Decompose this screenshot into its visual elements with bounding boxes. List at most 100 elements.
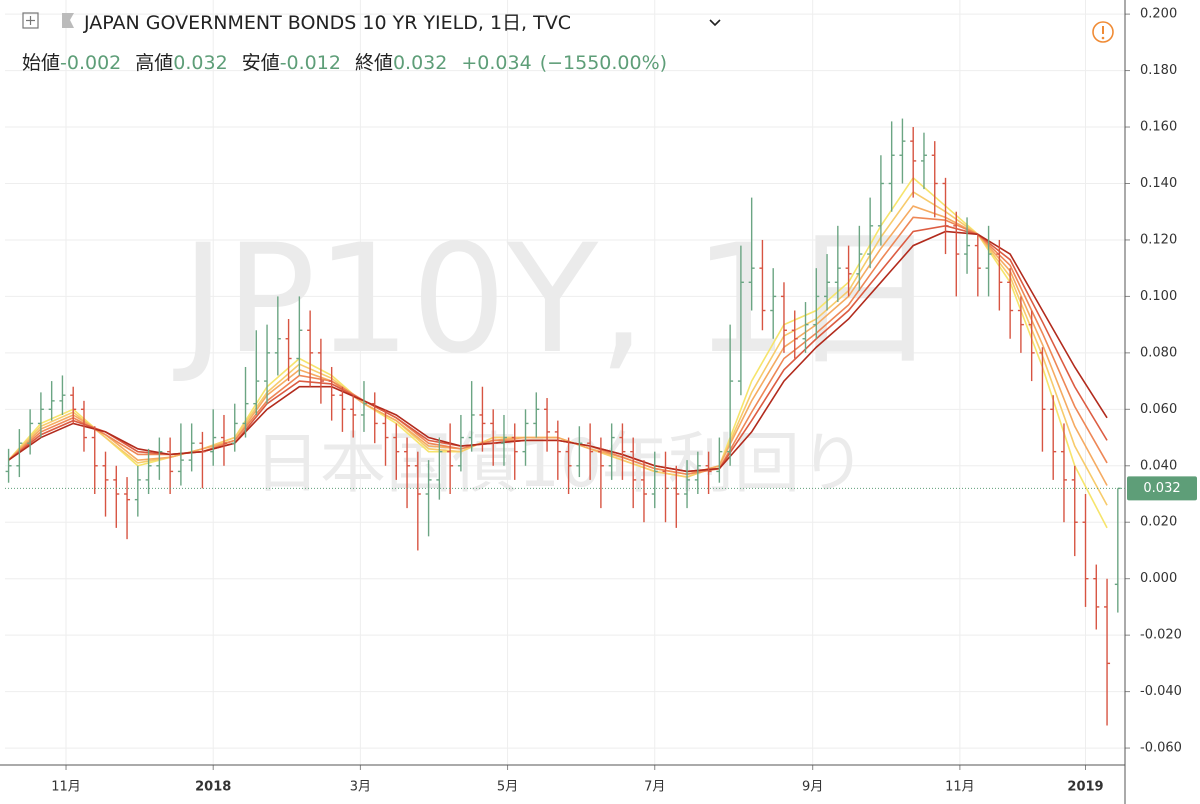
y-tick-label: 0.180: [1140, 63, 1177, 78]
y-tick-label: -0.040: [1140, 684, 1182, 699]
y-tick-label: 0.080: [1140, 345, 1177, 360]
legend-label: 始値: [22, 52, 61, 74]
warning-icon-dot: [1101, 36, 1105, 40]
dropdown-icon[interactable]: [708, 18, 722, 28]
ohlc-bar: [748, 197, 755, 311]
watermark-subtitle: 日本国債10年利回り: [254, 425, 866, 502]
ohlc-bar: [522, 409, 529, 466]
ohlc-bar: [920, 132, 927, 190]
ohlc-bar: [565, 437, 572, 495]
ohlc-bar: [468, 381, 475, 452]
ohlc-bar: [231, 403, 238, 452]
ohlc-bar: [220, 414, 227, 466]
ohlc-bar: [824, 254, 831, 311]
ohlc-bar: [511, 423, 518, 480]
header-icons: [22, 12, 74, 29]
ohlc-bar: [457, 414, 464, 472]
expand-icon[interactable]: [22, 12, 39, 29]
ohlc-bar: [877, 155, 884, 246]
ohlc-bar: [404, 437, 411, 509]
change-pct: (−1550.00%): [539, 52, 668, 74]
ohlc-bar: [931, 141, 938, 218]
ohlc-bar: [134, 465, 141, 517]
ohlc-bar: [59, 375, 66, 415]
y-tick-label: 0.060: [1140, 402, 1177, 417]
ohlc-bar: [974, 234, 981, 297]
flag-icon: [62, 13, 74, 28]
watermark: JP10Y, 1日: [173, 213, 939, 387]
ohlc-bar: [996, 239, 1003, 311]
ohlc-bar: [102, 451, 109, 517]
ohlc-legend: 始値-0.002 高値0.032 安値-0.012 終値0.032 +0.034 (−15…: [22, 48, 681, 75]
ohlc-bar: [813, 268, 820, 339]
ohlc-bar: [27, 409, 34, 455]
ohlc-bar: [156, 437, 163, 480]
ohlc-bar: [382, 409, 389, 466]
ohlc-bar: [834, 225, 841, 303]
legend-label: 終値: [354, 52, 393, 74]
ohlc-bar: [360, 381, 367, 432]
y-tick-label: 0.140: [1140, 176, 1177, 191]
ohlc-bar: [1060, 423, 1067, 523]
ohlc-bar: [737, 245, 744, 396]
ohlc-bar: [942, 177, 949, 255]
ohlc-bar: [48, 381, 55, 421]
ohlc-bar: [328, 366, 335, 421]
x-tick-label: 5月: [497, 780, 518, 795]
x-tick-label: 11月: [945, 780, 975, 795]
chart-title[interactable]: JAPAN GOVERNMENT BONDS 10 YR YIELD, 1日, …: [84, 12, 571, 34]
x-tick-label: 2019: [1067, 780, 1103, 795]
ohlc-bar: [554, 420, 561, 480]
y-tick-label: -0.020: [1140, 628, 1182, 643]
ohlc-bar: [242, 366, 249, 438]
ohlc-bar: [1028, 310, 1035, 382]
ohlc-bar: [210, 409, 217, 466]
x-tick-label: 2018: [195, 780, 231, 795]
legend-label: 安値: [241, 52, 280, 74]
last-price-box: [1127, 476, 1197, 501]
x-tick-label: 9月: [802, 780, 823, 795]
y-tick-label: 0.000: [1140, 571, 1177, 586]
ohlc-bar: [1050, 395, 1057, 480]
x-tick-label: 11月: [51, 780, 81, 795]
ohlc-bar: [436, 437, 443, 500]
ohlc-bar: [37, 392, 44, 438]
ohlc-bar: [791, 310, 798, 359]
ohlc-bar: [1071, 465, 1078, 557]
ohlc-bar: [705, 451, 712, 495]
ohlc-bar: [964, 217, 971, 274]
ohlc-bar: [985, 225, 992, 297]
ohlc-bar: [544, 398, 551, 452]
ohlc-bar: [845, 245, 852, 297]
ohlc-bar: [953, 211, 960, 297]
x-tick-label: 3月: [350, 780, 371, 795]
y-tick-label: 0.200: [1140, 7, 1177, 22]
ohlc-bar: [802, 302, 809, 353]
legend-value: 0.032: [173, 52, 228, 74]
ohlc-bar: [199, 431, 206, 489]
ohlc-bar: [339, 386, 346, 432]
ohlc-bar: [910, 127, 917, 198]
ohlc-bar: [500, 414, 507, 466]
ohlc-bar: [770, 268, 777, 339]
change: +0.034: [461, 52, 532, 74]
ohlc-bar: [1104, 578, 1111, 726]
ohlc-bar: [888, 121, 895, 212]
ohlc-bar: [716, 437, 723, 483]
ohlc-bar: [1114, 487, 1121, 613]
legend-value: -0.002: [60, 52, 122, 74]
legend-value: 0.032: [392, 52, 448, 74]
ohlc-bar: [447, 423, 454, 495]
ohlc-bar: [91, 426, 98, 495]
ohlc-bar: [856, 225, 863, 291]
warning-icon: [1092, 21, 1114, 43]
y-tick-label: 0.160: [1140, 120, 1177, 135]
ohlc-bar: [285, 318, 292, 382]
ohlc-bar: [608, 423, 615, 480]
ohlc-bar: [145, 448, 152, 495]
ohlc-bar: [651, 451, 658, 509]
ohlc-bar: [694, 451, 701, 495]
legend-label: 高値: [135, 52, 174, 74]
